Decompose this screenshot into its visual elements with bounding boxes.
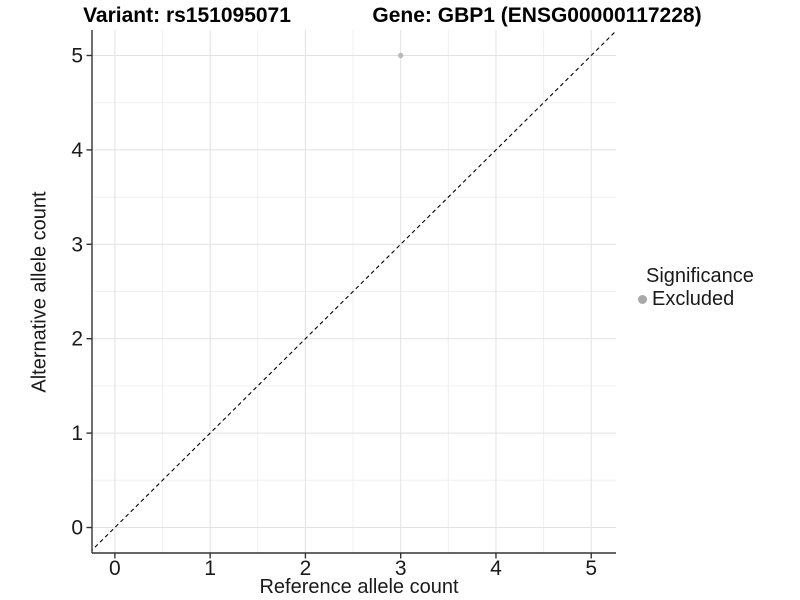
gridlines-minor <box>92 30 616 553</box>
tick-label: 1 <box>204 557 216 580</box>
legend-item-excluded: Excluded <box>634 288 754 311</box>
tick-label: 0 <box>71 517 83 540</box>
tick-label: 0 <box>109 557 121 580</box>
tick-label: 2 <box>71 328 83 351</box>
plot-title-gene: Gene: GBP1 (ENSG00000117228) <box>372 4 702 27</box>
tick-label: 5 <box>585 557 597 580</box>
y-axis-label: Alternative allele count <box>28 191 51 393</box>
tick-labels: 0 1 2 3 4 5 0 1 2 3 4 5 <box>71 44 597 580</box>
legend: Significance Excluded <box>634 265 754 311</box>
tick-label: 2 <box>300 557 312 580</box>
tick-label: 3 <box>395 557 407 580</box>
identity-dashed-line <box>92 30 616 551</box>
tick-label: 5 <box>71 44 83 67</box>
data-point-excluded <box>397 52 404 59</box>
axis-lines <box>91 30 616 554</box>
tick-label: 4 <box>490 557 502 580</box>
tick-label: 4 <box>71 139 83 162</box>
legend-key-dot-icon <box>638 295 647 304</box>
legend-item-label: Excluded <box>652 288 735 310</box>
tick-label: 1 <box>71 422 83 445</box>
gridlines-major <box>92 30 616 553</box>
axis-ticks <box>86 54 592 559</box>
data-points <box>397 52 404 59</box>
plot-title-variant: Variant: rs151095071 <box>83 4 291 27</box>
legend-title: Significance <box>646 265 754 287</box>
tick-label: 3 <box>71 233 83 256</box>
x-axis-label: Reference allele count <box>259 576 459 598</box>
